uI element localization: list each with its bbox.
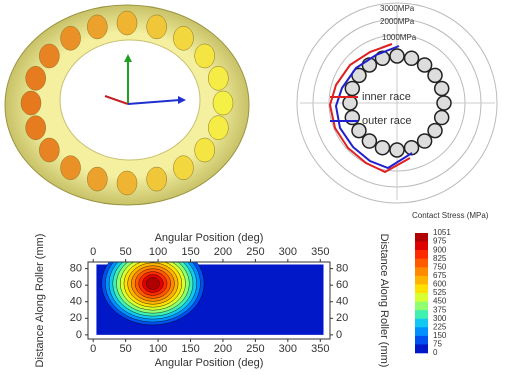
colorbar-swatch xyxy=(415,310,428,319)
roller xyxy=(87,15,107,39)
roller-marker xyxy=(390,49,404,63)
colorbar-swatch xyxy=(415,327,428,336)
y-axis-label: Distance Along Roller (mm) xyxy=(34,234,46,368)
ring-label: 3000MPa xyxy=(380,4,415,13)
colorbar-swatch xyxy=(415,267,428,276)
roller xyxy=(173,26,193,50)
x-tick-label: 350 xyxy=(311,343,329,355)
y-tick-label: 0 xyxy=(76,329,82,341)
roller xyxy=(117,171,137,195)
y-tick-label: 20 xyxy=(70,312,82,324)
roller-marker xyxy=(345,111,359,125)
roller xyxy=(87,167,107,191)
roller-marker xyxy=(435,81,449,95)
x-tick-label: 50 xyxy=(120,343,132,355)
x-tick-label: 150 xyxy=(181,343,199,355)
contour-band xyxy=(146,278,159,290)
roller xyxy=(61,156,81,180)
roller xyxy=(213,91,233,115)
roller-marker xyxy=(375,141,389,155)
legend-label: outer race xyxy=(362,115,412,127)
y-tick-label: 60 xyxy=(336,279,348,291)
roller xyxy=(117,11,137,35)
x-tick-label: 350 xyxy=(311,246,329,258)
colorbar-swatch xyxy=(415,259,428,268)
colorbar-title: Contact Stress (MPa) xyxy=(412,211,489,220)
colorbar-swatch xyxy=(415,284,428,293)
y-tick-label: 80 xyxy=(70,263,82,275)
roller xyxy=(208,116,228,140)
roller-marker xyxy=(418,134,432,148)
colorbar-swatch xyxy=(415,233,428,242)
roller xyxy=(26,66,46,90)
legend-label: inner race xyxy=(362,91,411,103)
roller xyxy=(39,138,59,162)
colorbar-swatch xyxy=(415,336,428,345)
x-tick-label: 250 xyxy=(246,343,264,355)
roller-marker xyxy=(343,96,357,110)
contour-plot: 0050501001001501502002002502503003003503… xyxy=(34,211,489,369)
ring-label: 1000MPa xyxy=(382,33,417,42)
y-axis-label: Distance Along Roller (mm) xyxy=(378,234,390,368)
roller xyxy=(39,44,59,68)
y-tick-label: 0 xyxy=(336,329,342,341)
figure: 0050501001001501502002002502503003003503… xyxy=(0,0,507,375)
x-tick-label: 100 xyxy=(149,246,167,258)
colorbar-swatch xyxy=(415,344,428,353)
roller xyxy=(147,167,167,191)
y-tick-label: 80 xyxy=(336,263,348,275)
colorbar-swatch xyxy=(415,242,428,251)
roller-marker xyxy=(435,111,449,125)
colorbar-swatch xyxy=(415,250,428,259)
roller xyxy=(173,156,193,180)
x-tick-label: 150 xyxy=(181,246,199,258)
roller xyxy=(147,15,167,39)
roller-marker xyxy=(418,58,432,72)
x-tick-label: 250 xyxy=(246,246,264,258)
y-tick-label: 20 xyxy=(336,312,348,324)
roller xyxy=(61,26,81,50)
roller xyxy=(195,138,215,162)
x-axis-label: Angular Position (deg) xyxy=(155,357,264,369)
roller-marker xyxy=(428,124,442,138)
x-tick-label: 0 xyxy=(90,343,96,355)
x-tick-label: 0 xyxy=(90,246,96,258)
colorbar-label: 0 xyxy=(433,348,438,357)
roller xyxy=(195,44,215,68)
x-tick-label: 300 xyxy=(279,246,297,258)
x-tick-label: 200 xyxy=(214,343,232,355)
x-tick-label: 100 xyxy=(149,343,167,355)
roller xyxy=(26,116,46,140)
roller-marker xyxy=(345,81,359,95)
x-tick-label: 200 xyxy=(214,246,232,258)
roller-marker xyxy=(362,134,376,148)
roller xyxy=(208,66,228,90)
x-axis-label: Angular Position (deg) xyxy=(155,232,264,244)
roller-marker xyxy=(405,51,419,65)
roller-marker xyxy=(437,96,451,110)
x-tick-label: 50 xyxy=(120,246,132,258)
x-tick-label: 300 xyxy=(279,343,297,355)
roller-marker xyxy=(428,68,442,82)
roller-marker xyxy=(390,143,404,157)
colorbar-swatch xyxy=(415,293,428,302)
colorbar-swatch xyxy=(415,276,428,285)
roller xyxy=(21,91,41,115)
bearing-render xyxy=(5,5,249,205)
colorbar-swatch xyxy=(415,319,428,328)
y-tick-label: 60 xyxy=(70,279,82,291)
y-tick-label: 40 xyxy=(70,296,82,308)
y-tick-label: 40 xyxy=(336,296,348,308)
ring-label: 2000MPa xyxy=(380,17,415,26)
colorbar-swatch xyxy=(415,302,428,311)
